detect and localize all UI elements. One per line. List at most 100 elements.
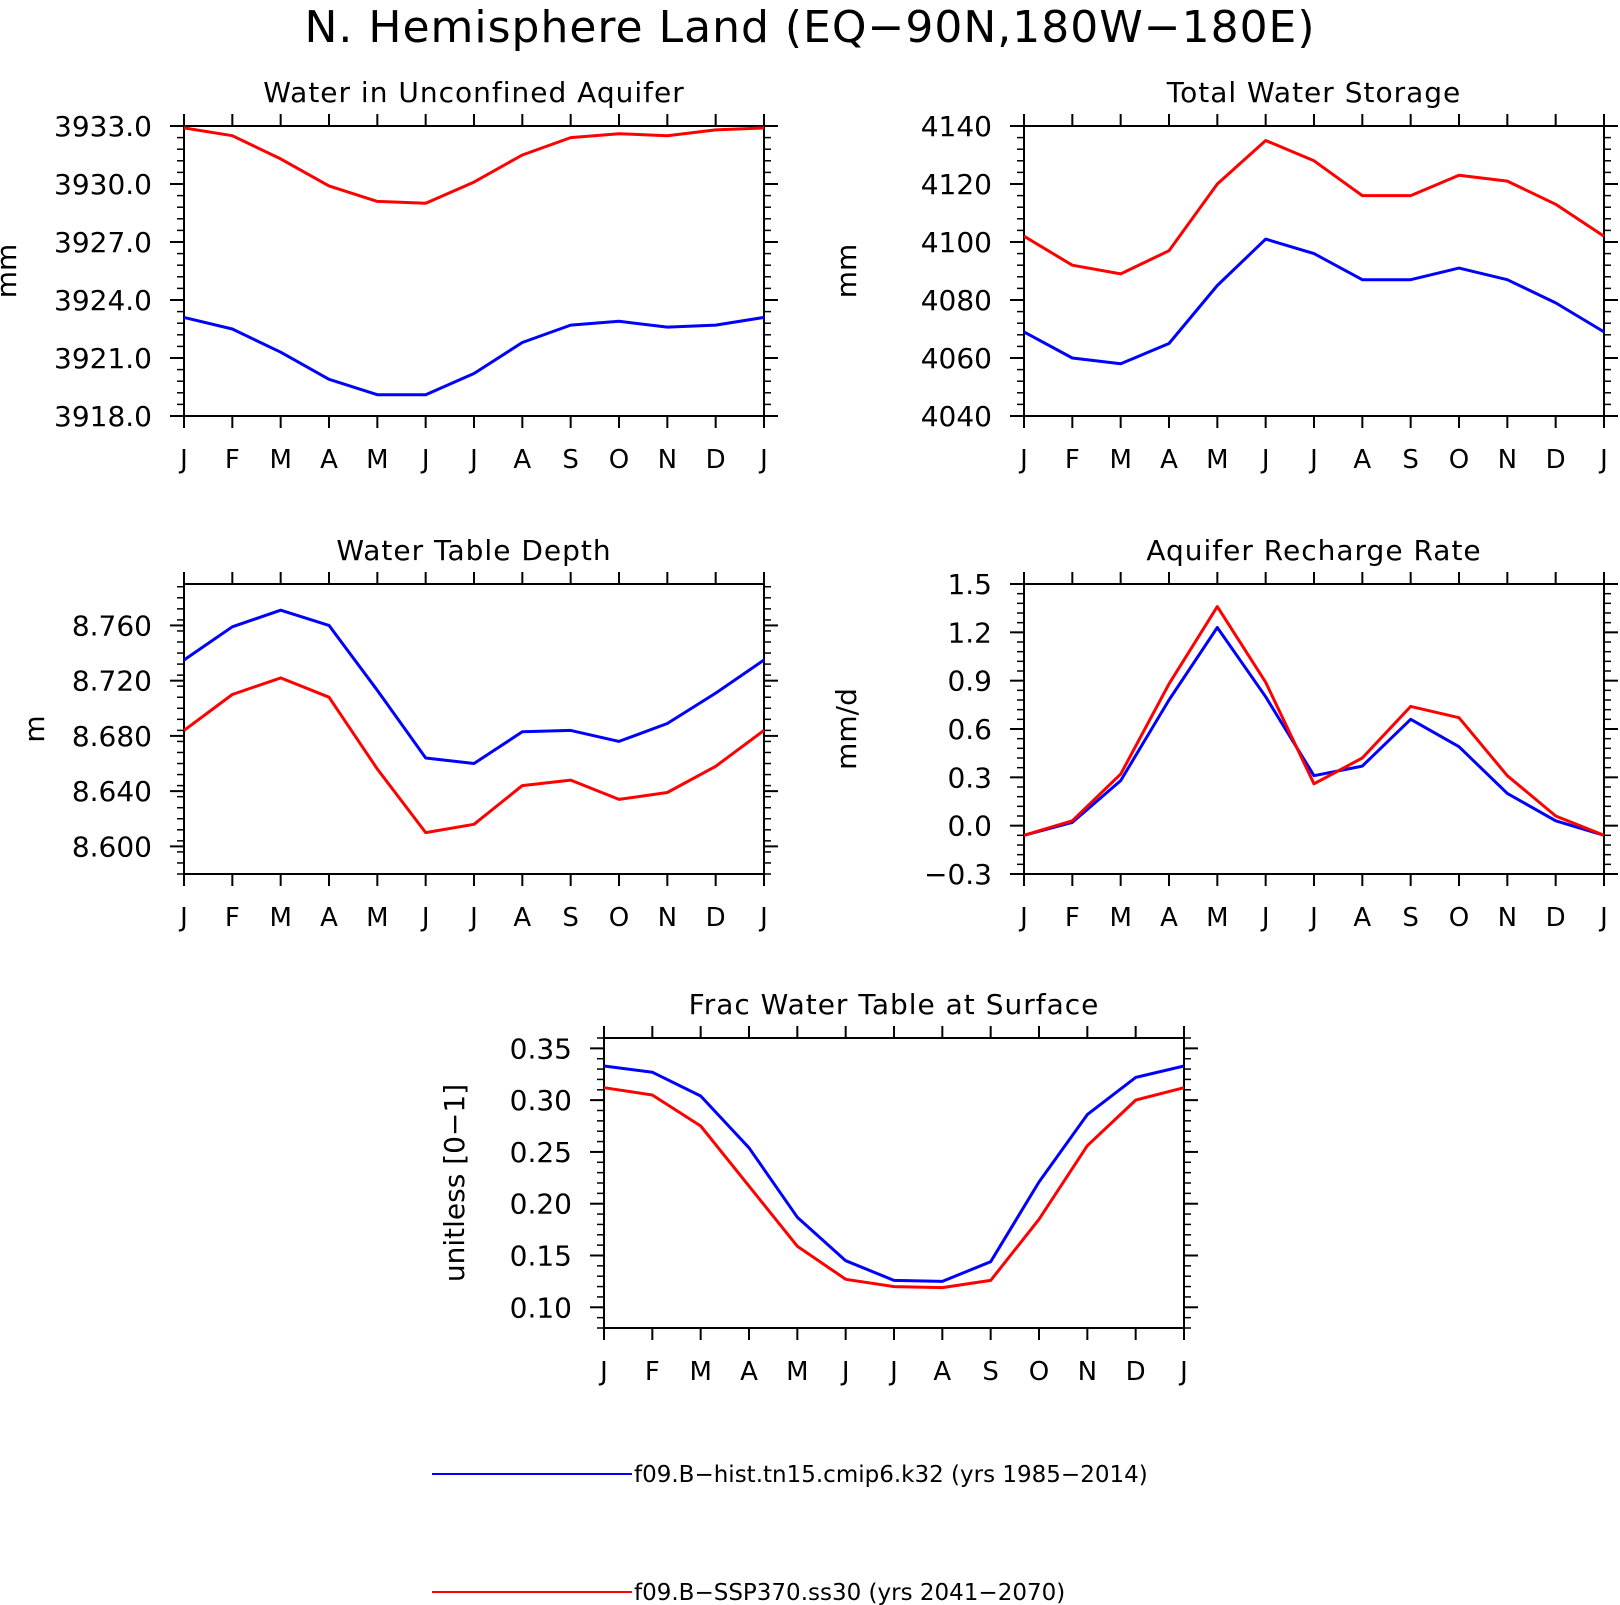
x-tick-label: J xyxy=(1178,1357,1188,1387)
x-tick-label: M xyxy=(1206,903,1228,933)
y-tick-label: 4080 xyxy=(921,284,992,317)
series-line-ssp370 xyxy=(183,676,765,835)
x-tick-label: S xyxy=(562,445,579,475)
x-tick-label: A xyxy=(1353,903,1371,933)
x-tick-label: O xyxy=(1449,903,1469,933)
x-tick-label: N xyxy=(1498,903,1517,933)
plot-frame xyxy=(1023,583,1605,875)
y-tick-label: 8.760 xyxy=(72,609,152,642)
x-tick-label: J xyxy=(468,445,478,475)
figure-title: N. Hemisphere Land (EQ−90N,180W−180E) xyxy=(304,2,1315,53)
x-tick-label: J xyxy=(1260,445,1270,475)
x-tick-label: O xyxy=(1029,1357,1049,1387)
x-tick-label: M xyxy=(269,903,291,933)
x-tick-label: M xyxy=(689,1357,711,1387)
x-tick-label: F xyxy=(225,445,240,475)
y-tick-label: 0.35 xyxy=(510,1032,572,1065)
x-tick-label: J xyxy=(420,903,430,933)
y-tick-label: 3918.0 xyxy=(54,400,152,433)
x-tick-label: D xyxy=(706,903,726,933)
y-tick-label: 3933.0 xyxy=(54,110,152,143)
y-tick-label: 3921.0 xyxy=(54,342,152,375)
y-tick-label: 8.640 xyxy=(72,775,152,808)
x-tick-label: O xyxy=(1449,445,1469,475)
x-tick-label: J xyxy=(178,445,188,475)
y-tick-label: 3930.0 xyxy=(54,168,152,201)
x-tick-label: D xyxy=(1546,903,1566,933)
x-tick-label: F xyxy=(1065,903,1080,933)
x-tick-label: S xyxy=(982,1357,999,1387)
x-tick-label: J xyxy=(758,445,768,475)
panel-title: Total Water Storage xyxy=(1166,76,1462,109)
x-tick-label: J xyxy=(1018,903,1028,933)
x-tick-label: J xyxy=(1598,903,1608,933)
x-tick-label: A xyxy=(933,1357,951,1387)
y-tick-label: 0.3 xyxy=(947,761,992,794)
series-line-ssp370 xyxy=(603,1086,1185,1290)
legend-label-hist: f09.B−hist.tn15.cmip6.k32 (yrs 1985−2014… xyxy=(634,1462,1148,1488)
x-tick-label: A xyxy=(1160,903,1178,933)
x-tick-label: J xyxy=(420,445,430,475)
x-tick-label: A xyxy=(740,1357,758,1387)
x-tick-label: M xyxy=(366,903,388,933)
legend: f09.B−hist.tn15.cmip6.k32 (yrs 1985−2014… xyxy=(432,1462,1148,1605)
y-axis-label: mm xyxy=(830,244,863,299)
y-tick-label: 4120 xyxy=(921,168,992,201)
y-tick-label: 0.6 xyxy=(947,713,992,746)
y-tick-label: 8.600 xyxy=(72,830,152,863)
x-tick-label: A xyxy=(320,445,338,475)
x-tick-label: A xyxy=(1353,445,1371,475)
y-axis-label: unitless [0−1] xyxy=(438,1084,471,1282)
legend-label-ssp370: f09.B−SSP370.ss30 (yrs 2041−2070) xyxy=(634,1580,1065,1605)
x-tick-label: A xyxy=(513,903,531,933)
x-tick-label: J xyxy=(758,903,768,933)
y-tick-label: 0.30 xyxy=(510,1084,572,1117)
x-tick-label: J xyxy=(1260,903,1270,933)
y-tick-label: 0.0 xyxy=(947,810,992,843)
y-tick-label: −0.3 xyxy=(924,858,992,891)
plot-frame xyxy=(603,1037,1185,1329)
x-tick-label: N xyxy=(1078,1357,1097,1387)
x-tick-label: M xyxy=(366,445,388,475)
x-tick-label: M xyxy=(1109,903,1131,933)
x-tick-label: M xyxy=(269,445,291,475)
y-tick-label: 0.10 xyxy=(510,1291,572,1324)
y-tick-label: 8.680 xyxy=(72,720,152,753)
x-tick-label: F xyxy=(645,1357,660,1387)
x-tick-label: D xyxy=(1546,445,1566,475)
series-line-hist xyxy=(183,315,765,397)
y-tick-label: 3924.0 xyxy=(54,284,152,317)
y-axis-label: m xyxy=(18,715,51,742)
series-line-hist xyxy=(1023,237,1605,366)
y-tick-label: 0.25 xyxy=(510,1136,572,1169)
series-line-hist xyxy=(183,608,765,765)
y-tick-label: 0.20 xyxy=(510,1188,572,1221)
x-tick-label: S xyxy=(562,903,579,933)
x-tick-label: F xyxy=(1065,445,1080,475)
y-tick-label: 4040 xyxy=(921,400,992,433)
x-tick-label: N xyxy=(1498,445,1517,475)
x-tick-label: M xyxy=(1206,445,1228,475)
series-line-ssp370 xyxy=(1023,605,1605,837)
y-tick-label: 0.9 xyxy=(947,665,992,698)
x-tick-label: O xyxy=(609,903,629,933)
series-line-hist xyxy=(603,1064,1185,1283)
panel-title: Water Table Depth xyxy=(336,534,611,567)
y-tick-label: 8.720 xyxy=(72,665,152,698)
x-tick-label: J xyxy=(1598,445,1608,475)
panel-title: Water in Unconfined Aquifer xyxy=(263,76,684,109)
x-tick-label: A xyxy=(1160,445,1178,475)
x-tick-label: F xyxy=(225,903,240,933)
y-tick-label: 1.2 xyxy=(947,616,992,649)
y-tick-label: 3927.0 xyxy=(54,226,152,259)
x-tick-label: N xyxy=(658,445,677,475)
x-tick-label: S xyxy=(1402,445,1419,475)
x-tick-label: M xyxy=(786,1357,808,1387)
x-tick-label: M xyxy=(1109,445,1131,475)
panel-title: Aquifer Recharge Rate xyxy=(1146,534,1481,567)
